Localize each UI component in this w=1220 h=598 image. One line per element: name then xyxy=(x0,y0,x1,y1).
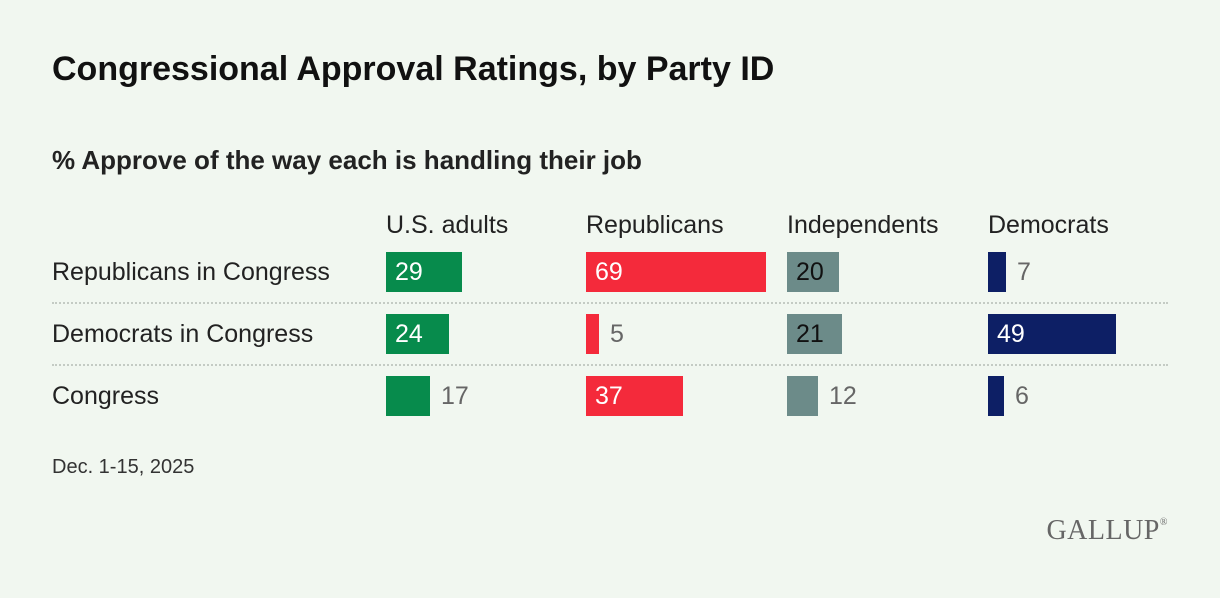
data-label: 17 xyxy=(441,382,469,410)
data-label: 49 xyxy=(997,320,1025,348)
bar xyxy=(586,314,599,354)
bar xyxy=(787,252,839,292)
data-label: 7 xyxy=(1017,258,1031,286)
data-label: 69 xyxy=(595,258,623,286)
data-label: 21 xyxy=(796,320,824,348)
row-label-democrats-in-congress: Democrats in Congress xyxy=(52,320,314,348)
bar xyxy=(787,376,818,416)
column-header-republicans: Republicans xyxy=(586,211,724,239)
bar xyxy=(386,376,430,416)
date-footnote: Dec. 1-15, 2025 xyxy=(52,456,195,478)
data-label: 20 xyxy=(796,258,824,286)
bar xyxy=(586,376,683,416)
bar xyxy=(988,314,1116,354)
row-label-congress: Congress xyxy=(52,382,159,410)
gallup-logo-text: GALLUP xyxy=(1046,515,1160,546)
row-label-republicans-in-congress: Republicans in Congress xyxy=(52,258,330,286)
row-divider xyxy=(52,364,1168,366)
data-label: 6 xyxy=(1015,382,1029,410)
chart-title: Congressional Approval Ratings, by Party… xyxy=(52,50,775,88)
bar xyxy=(386,314,449,354)
bar xyxy=(988,376,1004,416)
data-label: 24 xyxy=(395,320,423,348)
data-label: 5 xyxy=(610,320,624,348)
bar xyxy=(586,252,766,292)
data-label: 12 xyxy=(829,382,857,410)
data-label: 37 xyxy=(595,382,623,410)
column-header-u-s-adults: U.S. adults xyxy=(386,211,509,239)
bar xyxy=(787,314,842,354)
column-header-democrats: Democrats xyxy=(988,211,1109,239)
row-divider xyxy=(52,302,1168,304)
column-header-independents: Independents xyxy=(787,211,939,239)
gallup-logo: GALLUP® xyxy=(1046,515,1168,547)
bar xyxy=(988,252,1006,292)
data-label: 29 xyxy=(395,258,423,286)
bar xyxy=(386,252,462,292)
registered-mark: ® xyxy=(1159,517,1168,528)
chart-subtitle: % Approve of the way each is handling th… xyxy=(52,145,642,175)
